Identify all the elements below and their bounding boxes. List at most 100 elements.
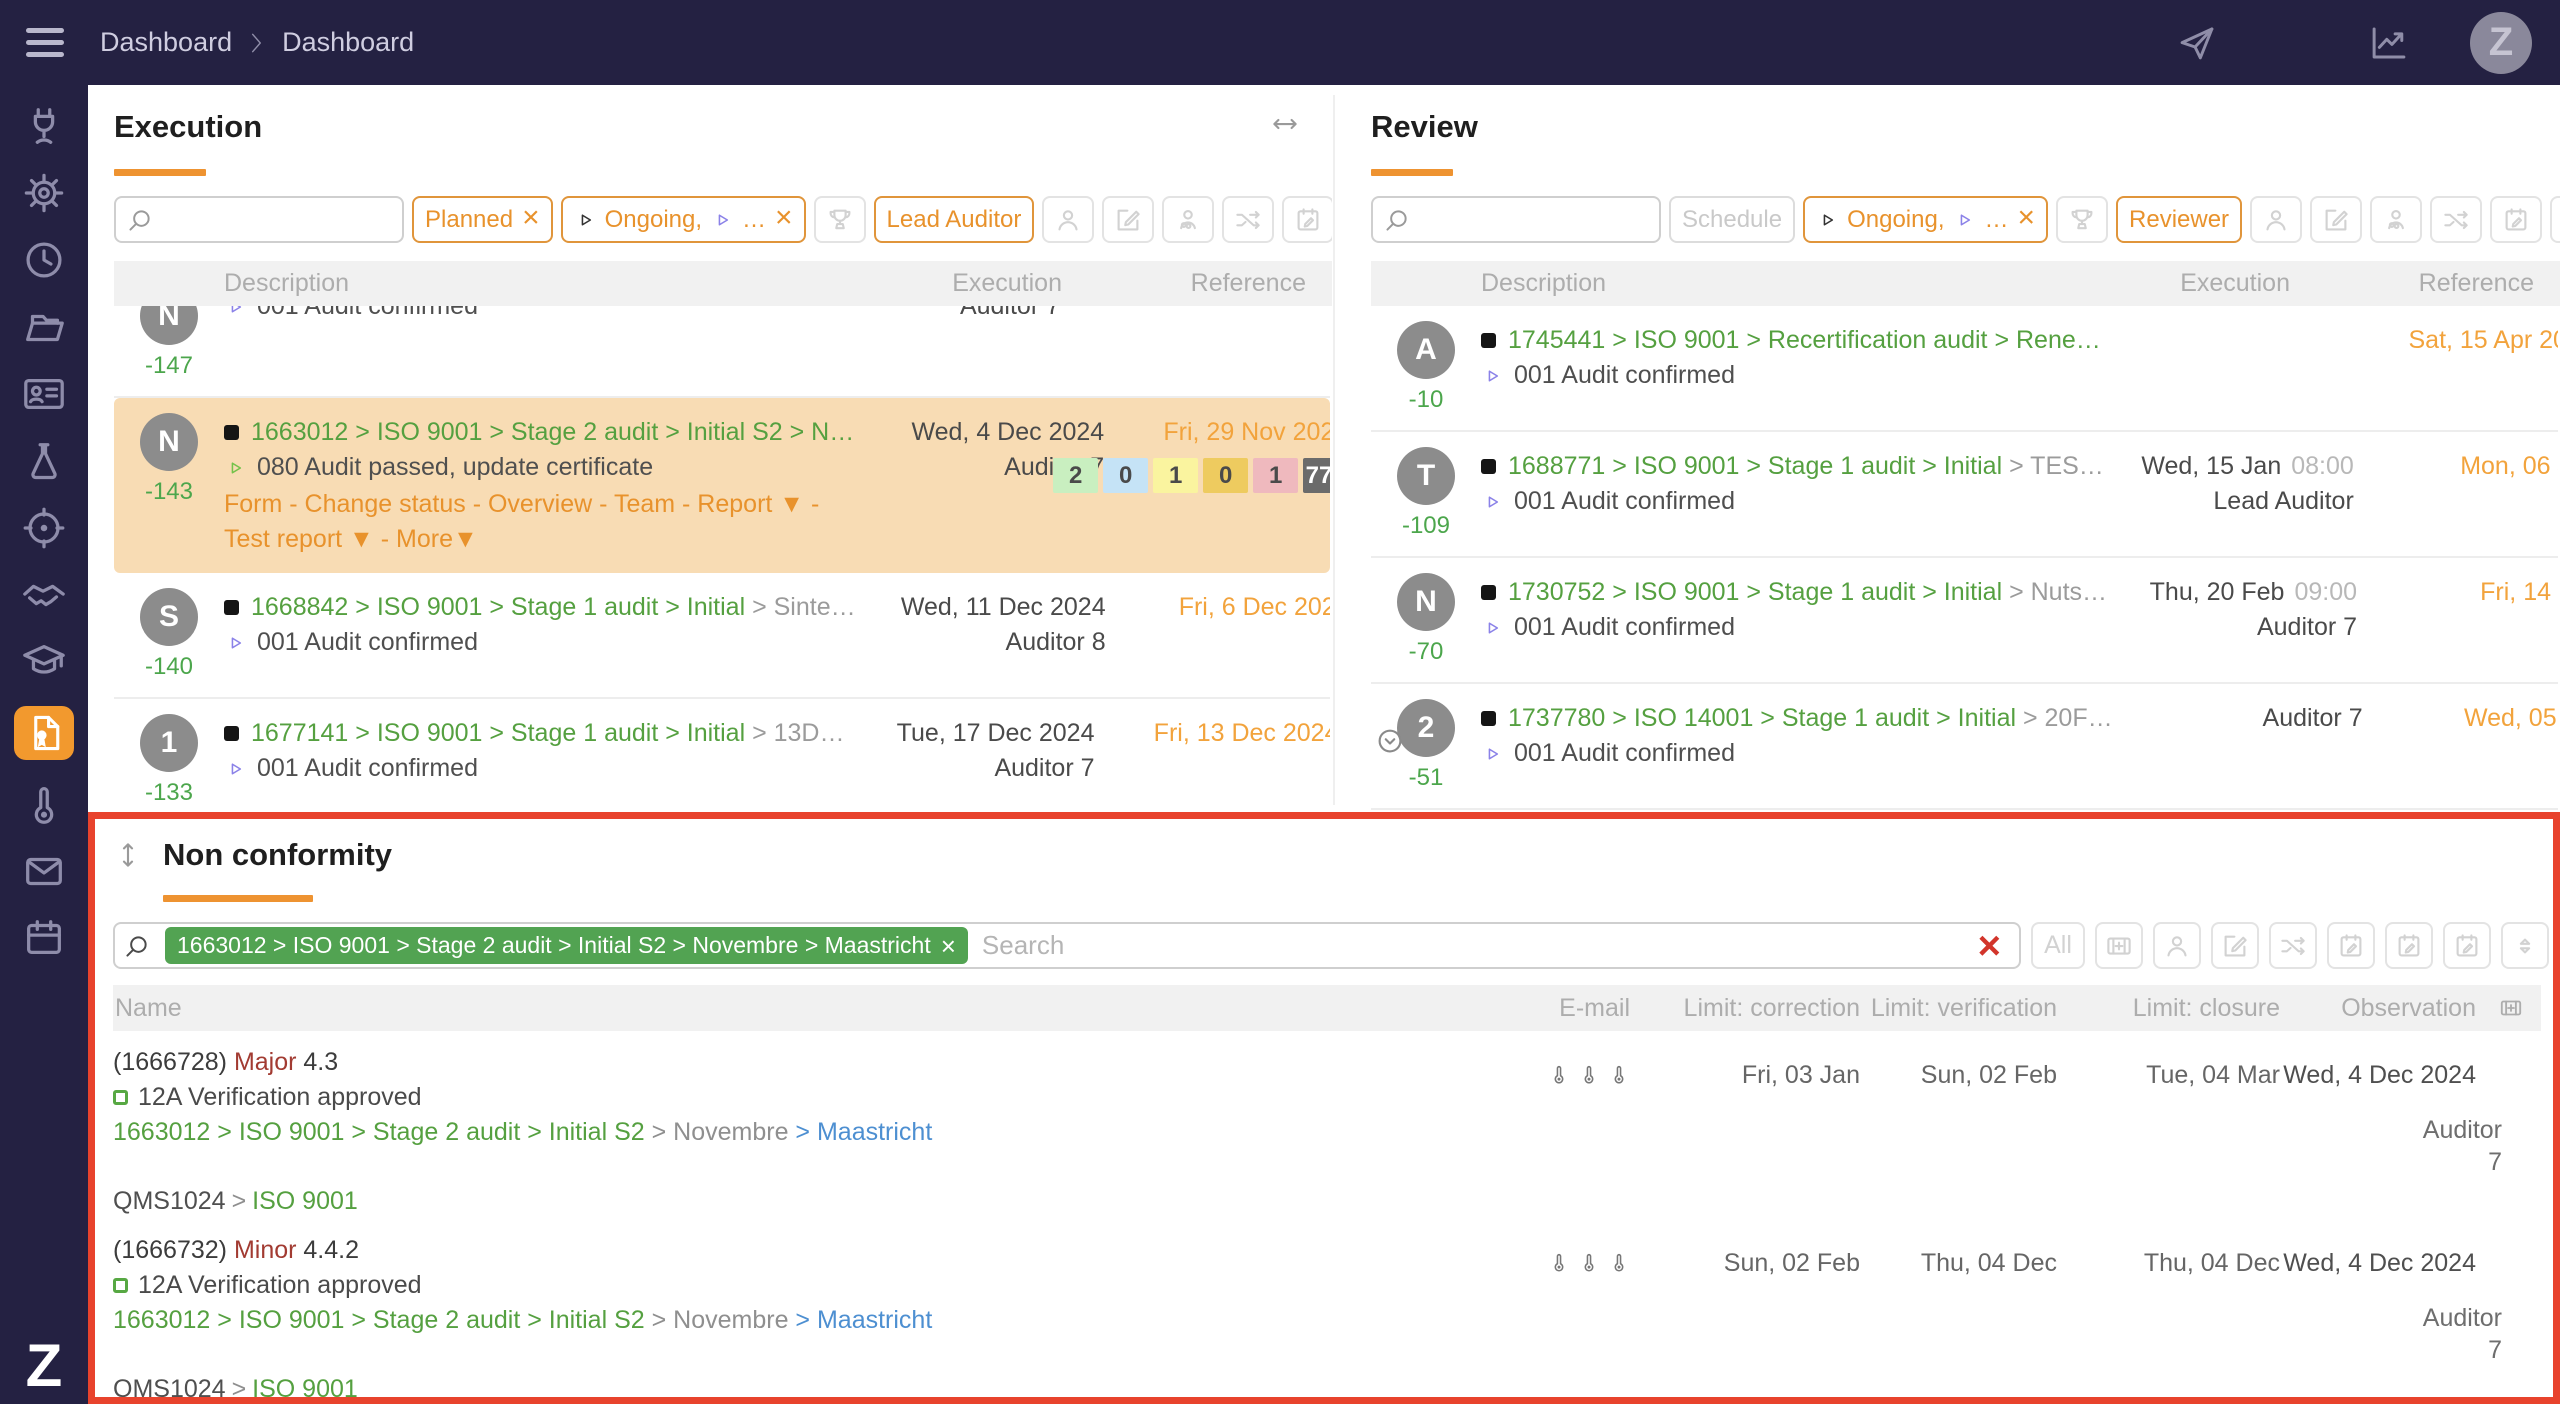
audit-breadcrumb[interactable]: 1745441 > ISO 9001 > Recertification aud… [1508,326,2101,354]
execution-search-input[interactable] [114,196,404,243]
column-description[interactable]: Description [224,269,350,297]
filter-chip-audit[interactable]: 1663012 > ISO 9001 > Stage 2 audit > Ini… [165,927,968,964]
thermometer-icon[interactable] [21,781,67,827]
user-filter-button[interactable] [2153,922,2201,969]
resize-vertical-icon[interactable] [113,838,143,872]
resize-horizontal-icon[interactable] [1268,109,1302,139]
audit-breadcrumb[interactable]: 1730752 > ISO 9001 > Stage 1 audit > Ini… [1508,578,2108,606]
team-button[interactable] [2370,196,2423,243]
audit-row[interactable]: A -10 1745441 > ISO 9001 > Recertificati… [1371,306,2558,432]
nc-crumb-site[interactable]: > Maastricht [795,1118,933,1146]
badge-dark[interactable]: 776 [1303,458,1330,493]
badge-yellow[interactable]: 1 [1153,458,1199,493]
action-form[interactable]: Form [224,490,283,518]
id-card-icon[interactable] [21,371,67,417]
flask-icon[interactable] [21,438,67,484]
filter-chip-planned[interactable]: Planned × [412,196,553,243]
column-execution[interactable]: Execution [952,269,1062,297]
plug-icon[interactable] [21,103,67,149]
menu-icon[interactable] [26,28,64,57]
shuffle-button[interactable] [2269,922,2317,969]
badge-amber[interactable]: 0 [1203,458,1249,493]
filter-chip-ongoing[interactable]: Ongoing, … × [560,196,806,243]
action-more[interactable]: More▼ [374,525,478,553]
breadcrumb-dashboard-1[interactable]: Dashboard [100,27,233,57]
column-execution[interactable]: Execution [2180,269,2290,297]
filter-chip-lead-auditor[interactable]: Lead Auditor [873,196,1035,243]
clear-search-icon[interactable]: × [1977,923,2001,968]
audit-row-selected[interactable]: N -143 1663012 > ISO 9001 > Stage 2 audi… [114,398,1330,573]
trophy-filter-button[interactable] [813,196,866,243]
all-button[interactable]: All [2031,922,2085,969]
audit-breadcrumb[interactable]: 1688771 > ISO 9001 > Stage 1 audit > Ini… [1508,452,2104,480]
calendar-icon[interactable] [21,915,67,961]
audit-row[interactable]: T -109 1688771 > ISO 9001 > Stage 1 audi… [1371,432,2558,558]
trophy-filter-button[interactable] [2056,196,2109,243]
settings-gear-icon[interactable] [21,170,67,216]
insert-card-button[interactable] [2095,922,2143,969]
badge-pink[interactable]: 1 [1253,458,1299,493]
audit-breadcrumb[interactable]: 1668842 > ISO 9001 > Stage 1 audit > Ini… [251,593,856,621]
nonconformity-row[interactable]: (1666728) Major 4.3 12A Verification app… [113,1031,2541,1219]
calendar-edit-button[interactable] [2490,196,2543,243]
column-observation[interactable]: Observation [2341,993,2476,1022]
action-team[interactable]: Team [592,490,675,518]
breadcrumb-dashboard-2[interactable]: Dashboard [282,27,415,57]
remove-filter-icon[interactable]: × [522,201,540,234]
shuffle-button[interactable] [2430,196,2483,243]
column-limit-correction[interactable]: Limit: correction [1683,993,1860,1022]
column-limit-verification[interactable]: Limit: verification [1870,993,2057,1022]
nc-standard[interactable]: ISO 9001 [252,1187,358,1215]
folder-open-icon[interactable] [21,304,67,350]
handshake-icon[interactable] [21,572,67,618]
badge-blue[interactable]: 0 [1103,458,1149,493]
badge-green[interactable]: 2 [1053,458,1099,493]
remove-filter-icon[interactable]: × [940,930,956,961]
nc-crumb-audit[interactable]: 1663012 > ISO 9001 > Stage 2 audit > Ini… [113,1306,652,1334]
column-reference[interactable]: Reference [2418,269,2534,297]
nonconformity-search-input[interactable]: 1663012 > ISO 9001 > Stage 2 audit > Ini… [113,922,2021,969]
thermometer-icon[interactable] [1548,1247,1570,1277]
shuffle-button[interactable] [1222,196,1275,243]
column-name[interactable]: Name [115,993,182,1022]
thermometer-icon[interactable] [1548,1059,1570,1089]
audit-breadcrumb[interactable]: 1737780 > ISO 14001 > Stage 1 audit > In… [1508,704,2113,732]
expand-row-icon[interactable] [1375,726,1405,756]
audit-breadcrumb[interactable]: 1677141 > ISO 9001 > Stage 1 audit > Ini… [251,719,845,747]
user-filter-button[interactable] [2250,196,2303,243]
mail-icon[interactable] [21,848,67,894]
nc-crumb-site[interactable]: > Maastricht [795,1306,933,1334]
audit-row[interactable]: 1 -133 1677141 > ISO 9001 > Stage 1 audi… [114,699,1330,812]
thermometer-icon[interactable] [1608,1247,1630,1277]
nc-id[interactable]: (1666732) [113,1236,227,1264]
target-icon[interactable] [21,505,67,551]
nc-standard[interactable]: ISO 9001 [252,1375,358,1403]
remove-filter-icon[interactable]: × [775,201,793,234]
column-description[interactable]: Description [1481,269,1607,297]
graduation-cap-icon[interactable] [21,639,67,685]
remove-filter-icon[interactable]: × [2017,201,2036,234]
sort-button[interactable] [2501,922,2549,969]
audit-row[interactable]: N -147 001 Audit confirmed Auditor 7 [114,306,1330,398]
history-clock-icon[interactable] [21,237,67,283]
audit-row[interactable]: 2 -51 1737780 > ISO 14001 > Stage 1 audi… [1371,684,2558,810]
car-button[interactable] [2550,196,2560,243]
audit-certificate-icon[interactable] [14,706,74,760]
column-limit-closure[interactable]: Limit: closure [2132,993,2280,1022]
calendar-edit-button[interactable] [2385,922,2433,969]
audit-row[interactable]: S -140 1668842 > ISO 9001 > Stage 1 audi… [114,573,1330,699]
action-overview[interactable]: Overview [466,490,592,518]
user-filter-button[interactable] [1042,196,1095,243]
filter-chip-schedule[interactable]: Schedule [1669,196,1796,243]
column-email[interactable]: E-mail [1559,993,1630,1022]
calendar-edit-button[interactable] [2327,922,2375,969]
nonconformity-row[interactable]: (1666732) Minor 4.4.2 12A Verification a… [113,1219,2541,1403]
add-column-icon[interactable] [2495,995,2527,1021]
thermometer-icon[interactable] [1578,1059,1600,1089]
calendar-edit-button[interactable] [2443,922,2491,969]
edit-button[interactable] [2211,922,2259,969]
filter-chip-ongoing[interactable]: Ongoing, … × [1803,196,2049,243]
action-report[interactable]: Report ▼ [675,490,804,518]
nc-crumb-audit[interactable]: 1663012 > ISO 9001 > Stage 2 audit > Ini… [113,1118,652,1146]
thermometer-icon[interactable] [1578,1247,1600,1277]
